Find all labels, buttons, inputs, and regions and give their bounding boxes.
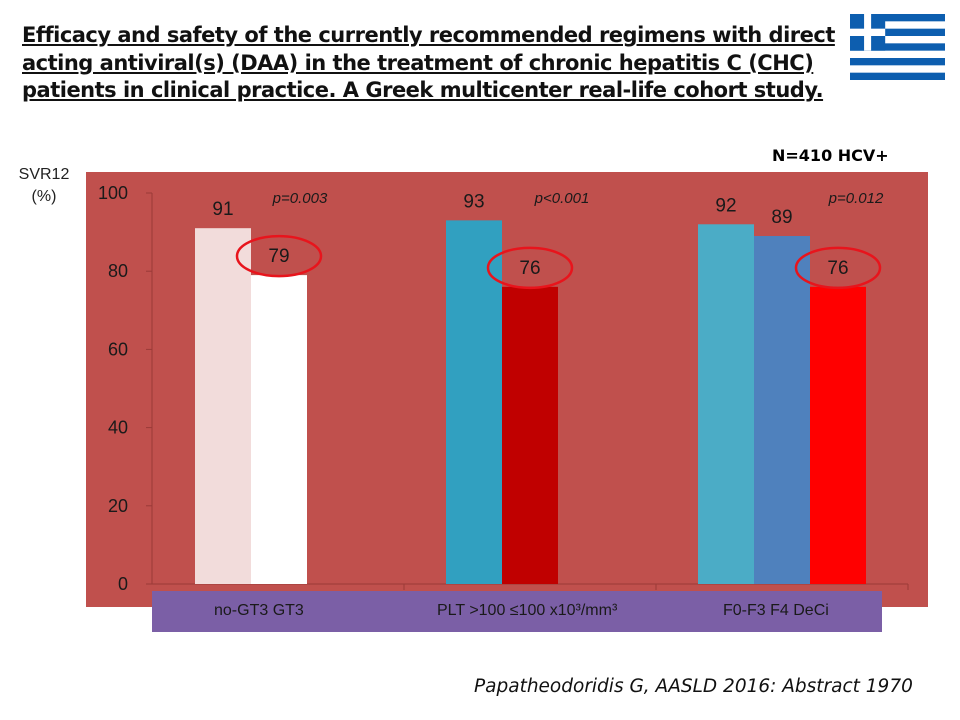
bar-value-label: 76	[519, 258, 540, 279]
title-line-2: acting antiviral(s) (DAA) in the treatme…	[22, 50, 814, 75]
highlight-circle	[235, 234, 323, 278]
bar-value-label: 93	[463, 191, 484, 212]
category-label-group-1: no-GT3 GT3	[214, 602, 304, 619]
bars-layer	[195, 220, 866, 584]
bar-value-label: 79	[268, 246, 289, 267]
bar-value-label: 76	[827, 258, 848, 279]
bar-value-label: 89	[771, 207, 792, 228]
bar-gt3	[251, 275, 307, 584]
sample-size-label: N=410 HCV+	[772, 146, 889, 165]
category-label-group-2: PLT >100 ≤100 x10³/mm³	[437, 602, 618, 619]
highlight-circle	[486, 246, 574, 290]
bar-value-label: 92	[715, 195, 736, 216]
y-tick-label: 80	[108, 261, 128, 281]
y-axis-label-line-1: SVR12	[18, 166, 70, 183]
p-value-label: p<0.001	[534, 190, 590, 207]
p-values-layer: p=0.003 p<0.001 p=0.012	[272, 190, 884, 207]
y-axis-label: SVR12 (%)	[14, 164, 74, 208]
highlight-circle	[794, 246, 882, 290]
bar-f4	[754, 236, 810, 584]
data-labels-layer: 91 79 93 76 92 89 76	[212, 191, 848, 278]
y-tick-label: 20	[108, 496, 128, 516]
category-label-group-3: F0-F3 F4 DeCi	[723, 602, 829, 619]
bar-plt-100	[446, 220, 502, 584]
y-tick-label: 60	[108, 339, 128, 359]
p-value-label: p=0.012	[828, 190, 884, 207]
y-tick-label: 40	[108, 418, 128, 438]
bar--100-x10-mm-	[502, 286, 558, 584]
p-value-label: p=0.003	[272, 190, 328, 207]
greek-flag-icon	[850, 14, 945, 80]
y-axis-label-line-2: (%)	[31, 188, 57, 205]
citation: Papatheodoridis G, AASLD 2016: Abstract …	[474, 676, 913, 697]
bar-value-label: 91	[212, 199, 233, 220]
bar-no-gt3	[195, 228, 251, 584]
slide-title: Efficacy and safety of the currently rec…	[22, 22, 835, 105]
highlight-circles-layer	[235, 234, 882, 290]
title-line-3: patients in clinical practice. A Greek m…	[22, 78, 824, 102]
category-band	[152, 591, 882, 632]
y-tick-label: 100	[98, 183, 128, 203]
title-line-1: Efficacy and safety of the currently rec…	[22, 23, 835, 47]
bar-f0-f3	[698, 224, 754, 584]
y-tick-label: 0	[118, 574, 128, 594]
bar-deci	[810, 286, 866, 584]
